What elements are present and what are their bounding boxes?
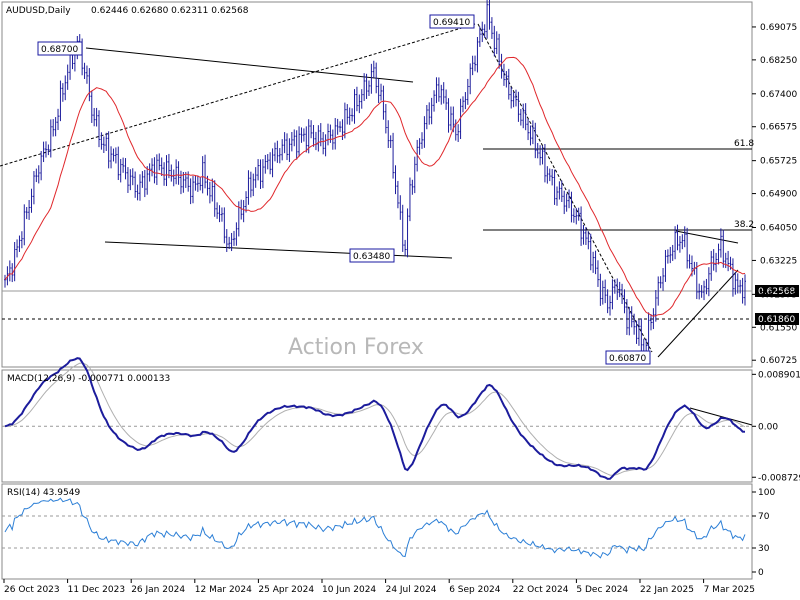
x-tick-label: 10 Jun 2024 (322, 585, 376, 595)
price-y-tick-label: 0.61550 (760, 323, 797, 333)
x-tick-label: 24 Jul 2024 (386, 585, 437, 595)
x-tick-label: 22 Oct 2024 (513, 585, 569, 595)
price-y-tick-label: 0.63225 (760, 256, 797, 266)
x-tick-label: 7 Mar 2025 (704, 585, 755, 595)
price-panel-title-symbol: AUDUSD,Daily (6, 6, 71, 16)
svg-text:0.69410: 0.69410 (433, 18, 470, 28)
current-price-badge: 0.62568 (755, 285, 799, 297)
svg-text:0.63480: 0.63480 (353, 252, 390, 262)
x-tick-label: 5 Dec 2024 (576, 585, 628, 595)
macd-y-tick-label: 0.00 (758, 422, 778, 432)
macd-panel-title: MACD(12,26,9) -0.000771 0.000133 (7, 374, 170, 384)
fib-618-label: 61.8 (734, 139, 754, 149)
svg-text:0.68700: 0.68700 (41, 45, 78, 55)
price-y-tick-label: 0.65725 (760, 157, 797, 167)
rsi-y-axis: 100 70 30 0 (752, 488, 775, 578)
x-tick-label: 6 Sep 2024 (449, 585, 501, 595)
annotation-high-1: 0.68700 (37, 41, 83, 56)
x-tick-label: 12 Mar 2024 (195, 585, 252, 595)
rsi-layer (2, 497, 752, 559)
support-level-badge: 0.61860 (755, 313, 799, 325)
x-tick-label: 22 Jan 2025 (640, 585, 694, 595)
price-y-tick-label: 0.66575 (760, 123, 797, 133)
price-y-tick-label: 0.69075 (760, 23, 797, 33)
macd-trendline (689, 407, 753, 426)
annotation-high-2: 0.69410 (429, 14, 475, 29)
rsi-y-tick-label: 0 (758, 568, 764, 578)
rsi-y-tick-label: 30 (758, 544, 770, 554)
rsi-panel-frame (1, 483, 753, 580)
macd-layer (2, 357, 752, 480)
svg-text:0.60870: 0.60870 (609, 354, 646, 364)
x-tick-label: 26 Jan 2024 (131, 585, 185, 595)
triangle-top-line (675, 230, 739, 244)
x-tick-label: 25 Apr 2024 (258, 585, 314, 595)
candles-layer (4, 0, 746, 363)
price-y-tick-label: 0.68250 (760, 56, 797, 66)
rsi-y-tick-label: 70 (758, 512, 770, 522)
svg-text:0.61860: 0.61860 (758, 315, 795, 325)
fib-382-label: 38.2 (734, 220, 754, 230)
triangle-bottom-line (657, 269, 739, 358)
macd-y-tick-label: -0.008729 (758, 473, 800, 483)
price-y-tick-label: 0.64900 (760, 190, 797, 200)
price-y-tick-label: 0.64050 (760, 224, 797, 234)
x-tick-label: 26 Oct 2023 (4, 585, 60, 595)
rsi-y-tick-label: 100 (758, 488, 775, 498)
channel-dotted-line (0, 23, 476, 167)
macd-line (4, 357, 746, 480)
rsi-panel-title: RSI(14) 43.9549 (7, 488, 80, 498)
rsi-line (4, 497, 746, 559)
macd-y-tick-label: 0.008901 (758, 370, 800, 380)
price-panel-frame (1, 1, 753, 368)
price-y-axis: 0.69075 0.68250 0.67400 0.66575 0.65725 0.649… (752, 23, 797, 366)
moving-average-line (4, 56, 746, 317)
annotation-low-2: 0.60870 (605, 350, 651, 365)
x-tick-label: 11 Dec 2023 (68, 585, 126, 595)
x-axis: 26 Oct 2023 11 Dec 2023 26 Jan 2024 12 Mar … (3, 579, 755, 595)
price-y-tick-label: 0.60725 (760, 356, 797, 366)
macd-y-axis: 0.008901 0.00 -0.008729 (752, 370, 800, 483)
macd-signal-line (4, 362, 746, 476)
watermark: Action Forex (288, 335, 424, 360)
svg-text:0.62568: 0.62568 (758, 287, 795, 297)
price-y-tick-label: 0.67400 (760, 90, 797, 100)
down-dotted-line (477, 23, 653, 353)
upper-trendline (85, 47, 414, 83)
price-panel-ohlc: 0.62446 0.62680 0.62311 0.62568 (91, 6, 249, 16)
annotation-low-1: 0.63480 (349, 248, 395, 263)
lower-trendline (104, 241, 453, 259)
price-y-tick-label: 0.62375 (760, 290, 797, 300)
